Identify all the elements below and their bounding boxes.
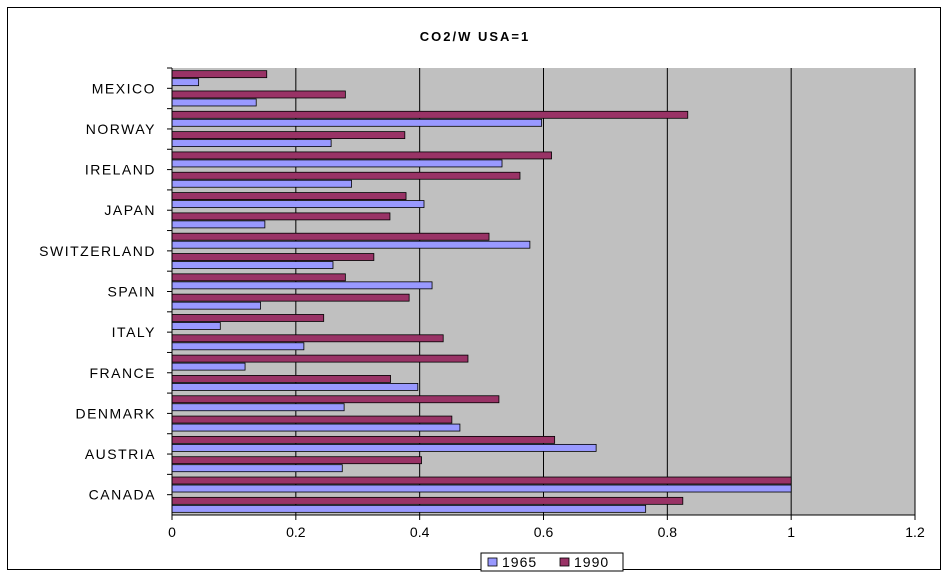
category-label: SPAIN [108, 284, 156, 300]
bar-1990 [171, 456, 422, 465]
bar-1990 [171, 435, 556, 444]
bars [171, 70, 792, 513]
bar-1990 [171, 395, 500, 404]
legend-label: 1990 [574, 554, 609, 570]
bar-1990 [171, 375, 391, 383]
bar-1990 [171, 192, 407, 200]
bar-1965 [171, 98, 257, 107]
bar-1965 [171, 464, 343, 473]
bar-1965 [171, 383, 419, 391]
bar-1965 [171, 159, 503, 168]
bar-1990 [171, 273, 346, 282]
bar-1965 [171, 240, 531, 249]
bar-1990 [171, 314, 325, 322]
bar-1965 [171, 322, 221, 330]
legend-swatch [487, 557, 498, 567]
x-tick-label: 1 [787, 524, 795, 540]
bar-1990 [171, 293, 410, 302]
category-label: NORWAY [86, 121, 156, 137]
bar-1990 [171, 253, 375, 261]
legend-label: 1965 [502, 554, 537, 570]
category-label: DENMARK [75, 405, 156, 421]
x-tick-label: 0.4 [410, 524, 430, 540]
bar-1965 [171, 403, 345, 412]
bar-1990 [171, 415, 453, 424]
bar-1965 [171, 139, 332, 148]
category-label: CANADA [89, 487, 156, 503]
bar-1965 [171, 220, 266, 229]
bar-1990 [171, 151, 552, 160]
bar-1965 [171, 342, 305, 351]
category-label: ITALY [112, 324, 156, 340]
bar-1965 [171, 362, 246, 371]
bar-1990 [171, 110, 689, 119]
bar-1965 [171, 179, 352, 188]
bar-1965 [171, 443, 597, 452]
bar-1990 [171, 496, 684, 505]
bar-1990 [171, 70, 268, 79]
category-label: FRANCE [89, 365, 156, 381]
x-tick-label: 1.2 [905, 524, 925, 540]
legend-box [480, 552, 624, 572]
bar-1965 [171, 423, 461, 432]
bar-1990 [171, 212, 391, 221]
bar-1965 [171, 200, 425, 208]
x-tick-label: 0.6 [534, 524, 554, 540]
bar-1990 [171, 90, 346, 99]
bar-1990 [171, 334, 444, 343]
bar-1965 [171, 281, 433, 290]
bar-1965 [171, 118, 543, 127]
legend-swatch [559, 557, 570, 567]
category-label: SWITZERLAND [39, 243, 156, 259]
bar-1965 [171, 78, 200, 87]
chart-title: CO2/W USA=1 [420, 29, 531, 44]
axes [167, 67, 916, 520]
category-label: AUSTRIA [85, 446, 156, 462]
x-tick-label: 0.8 [658, 524, 678, 540]
bar-1990 [171, 232, 490, 241]
category-label: JAPAN [104, 202, 156, 218]
bar-1990 [171, 171, 521, 180]
legend: 1965 1990 [480, 552, 624, 572]
bar-1965 [171, 301, 261, 310]
bar-1965 [171, 484, 792, 493]
y-category-labels: CANADA AUSTRIA DENMARK FRANCE ITALY SPAIN SWIT… [39, 80, 156, 503]
category-label: MEXICO [92, 80, 156, 96]
bar-1990 [171, 131, 406, 140]
x-tick-labels: 0 0.2 0.4 0.6 0.8 1 1.2 [168, 524, 925, 540]
bar-1990 [171, 476, 792, 485]
bar-1965 [171, 261, 334, 269]
bar-1965 [171, 504, 647, 513]
x-tick-label: 0.2 [286, 524, 306, 540]
bar-1990 [171, 354, 469, 363]
category-label: IRELAND [85, 162, 156, 178]
x-tick-label: 0 [168, 524, 176, 540]
